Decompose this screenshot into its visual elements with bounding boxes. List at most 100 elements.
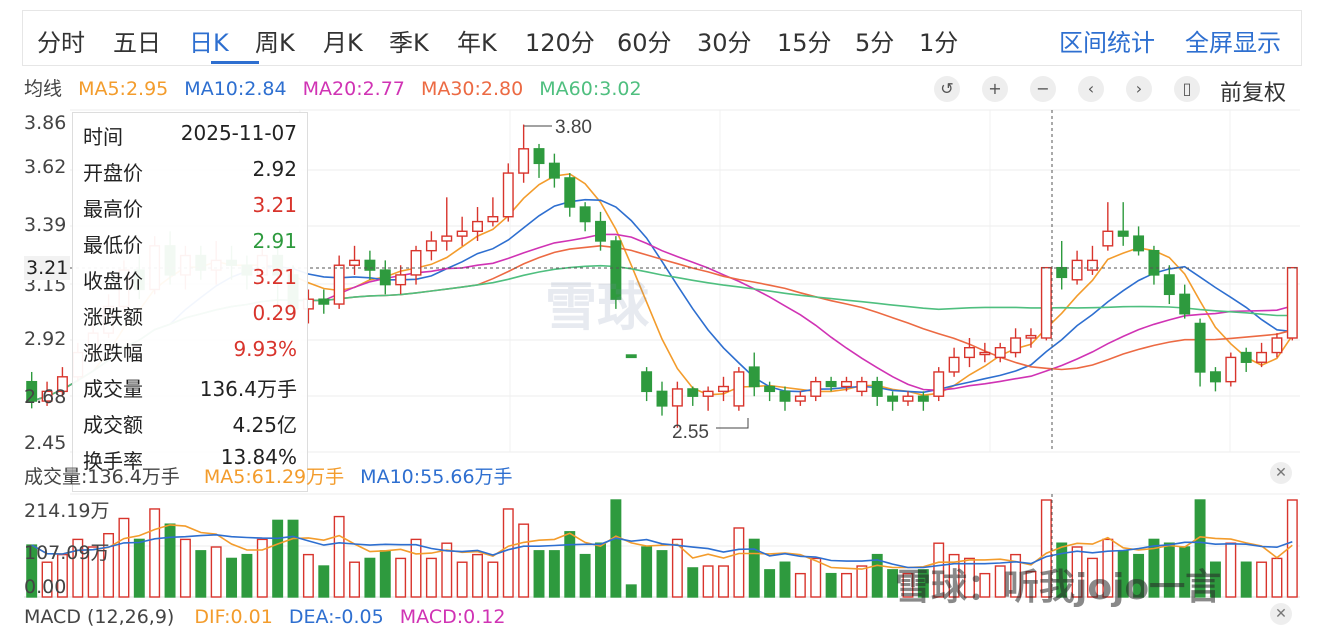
tooltip-key: 涨跌幅 xyxy=(83,341,143,365)
candle-body xyxy=(349,259,360,266)
ma5-value: MA5:2.95 xyxy=(78,78,169,100)
close-volume-icon[interactable]: ✕ xyxy=(1270,462,1292,484)
candle-body xyxy=(871,380,883,397)
volume-bar xyxy=(1148,538,1160,598)
brand-watermark-center: 雪球 xyxy=(545,278,650,338)
tooltip-row: 最低价 2.91 xyxy=(83,229,297,259)
tab-five-day[interactable]: 五日 xyxy=(113,29,161,57)
candle-body xyxy=(641,371,653,393)
candle-body xyxy=(379,269,391,286)
period-tab-bar: 分时 五日 日K 周K 月K 季K 年K 120分 60分 30分 15分 5分… xyxy=(22,10,1302,66)
tab-daily-k[interactable]: 日K xyxy=(189,29,229,57)
candle-body xyxy=(933,371,945,397)
volume-bar xyxy=(41,561,53,598)
macd-legend: MACD (12,26,9) DIF:0.01 DEA:-0.05 MACD:0… xyxy=(24,606,505,628)
candle-body xyxy=(748,366,760,388)
volume-bar xyxy=(195,550,207,598)
volume-bar xyxy=(856,565,868,598)
volume-bar xyxy=(364,557,376,598)
brand-watermark: 雪球：听我jojo一言 xyxy=(895,567,1222,608)
volume-bar xyxy=(656,550,668,598)
zoom-out-icon[interactable]: − xyxy=(1030,76,1056,102)
volume-bar xyxy=(487,561,499,598)
candle-body xyxy=(1071,259,1083,281)
volume-bar xyxy=(1086,557,1098,598)
tab-1min[interactable]: 1分 xyxy=(919,29,959,57)
volume-tick: 0.00 xyxy=(24,576,67,598)
tooltip-value: 2025-11-07 xyxy=(180,121,297,145)
candle-body xyxy=(487,216,499,223)
tooltip-row: 时间 2025-11-07 xyxy=(83,121,297,151)
candle-body xyxy=(26,380,38,402)
scroll-right-icon[interactable]: › xyxy=(1126,76,1152,102)
volume-bar xyxy=(333,515,345,598)
fullscreen-link[interactable]: 全屏显示 xyxy=(1185,29,1281,57)
volume-bar xyxy=(133,538,145,598)
tab-yearly-k[interactable]: 年K xyxy=(457,29,497,57)
candle-body xyxy=(733,371,745,407)
price-tick: 3.62 xyxy=(24,156,67,178)
volume-bar xyxy=(272,519,284,598)
candle-body xyxy=(456,230,468,237)
tab-60min[interactable]: 60分 xyxy=(617,29,672,57)
candle-body xyxy=(1256,351,1268,363)
candle-style-icon[interactable]: ▯ xyxy=(1174,76,1200,102)
volume-ma10-line xyxy=(31,533,1293,569)
volume-bar xyxy=(1225,542,1237,598)
tab-weekly-k[interactable]: 周K xyxy=(255,29,295,57)
volume-bar xyxy=(964,557,975,598)
volume-bar xyxy=(641,546,653,598)
candle-body xyxy=(610,240,622,300)
tab-monthly-k[interactable]: 月K xyxy=(323,29,363,57)
price-tick: 2.92 xyxy=(24,328,67,350)
candle-body xyxy=(625,354,637,359)
candle-body xyxy=(56,376,68,393)
candle-body xyxy=(764,385,776,393)
candle-body xyxy=(948,356,960,373)
tab-intraday[interactable]: 分时 xyxy=(37,29,85,57)
volume-bar xyxy=(810,557,822,598)
candle-body xyxy=(441,235,453,242)
ma-legend: 均线 MA5:2.95 MA10:2.84 MA20:2.77 MA30:2.8… xyxy=(24,74,652,101)
volume-value: 成交量:136.4万手 xyxy=(24,466,180,488)
volume-ma5: MA5:61.29万手 xyxy=(203,466,345,488)
candle-body xyxy=(41,390,53,402)
tooltip-key: 成交量 xyxy=(83,377,143,401)
candle-body xyxy=(810,380,822,397)
low-annotation-line xyxy=(716,418,749,429)
volume-bar xyxy=(26,544,38,598)
tooltip-value: 2.92 xyxy=(252,157,297,181)
volume-bar xyxy=(579,553,591,598)
candle-body xyxy=(687,388,699,397)
tooltip-key: 成交额 xyxy=(83,413,143,437)
volume-bar xyxy=(241,553,253,598)
candle-body xyxy=(979,351,991,356)
macd-value: MACD:0.12 xyxy=(399,606,506,628)
volume-bar xyxy=(718,565,729,598)
tab-quarterly-k[interactable]: 季K xyxy=(389,29,429,57)
candle-body xyxy=(1102,230,1114,247)
price-tick: 2.45 xyxy=(24,432,67,454)
price-tick: 3.86 xyxy=(24,112,67,134)
volume-bar xyxy=(841,572,852,598)
volume-bar xyxy=(764,569,776,598)
reset-icon[interactable]: ↺ xyxy=(934,76,960,102)
candle-body xyxy=(533,148,545,165)
volume-bar xyxy=(118,517,130,598)
volume-bar xyxy=(548,550,560,598)
tooltip-key: 最高价 xyxy=(83,197,143,221)
tab-15min[interactable]: 15分 xyxy=(777,29,832,57)
candle-tooltip: 时间 2025-11-07 开盘价 2.92 最高价 3.21 最低价 2.91 收盘价 3.21… xyxy=(72,112,308,492)
volume-bar xyxy=(472,553,483,598)
range-stats-link[interactable]: 区间统计 xyxy=(1059,29,1155,57)
volume-bar xyxy=(564,531,576,598)
zoom-in-icon[interactable]: + xyxy=(982,76,1008,102)
tab-120min[interactable]: 120分 xyxy=(525,29,595,57)
scroll-left-icon[interactable]: ‹ xyxy=(1078,76,1104,102)
tab-30min[interactable]: 30分 xyxy=(697,29,752,57)
adjust-mode-select[interactable]: 前复权 xyxy=(1220,81,1287,106)
tab-5min[interactable]: 5分 xyxy=(855,29,895,57)
close-macd-icon[interactable]: ✕ xyxy=(1270,603,1292,625)
volume-bar xyxy=(502,508,514,598)
volume-bar xyxy=(733,527,745,598)
